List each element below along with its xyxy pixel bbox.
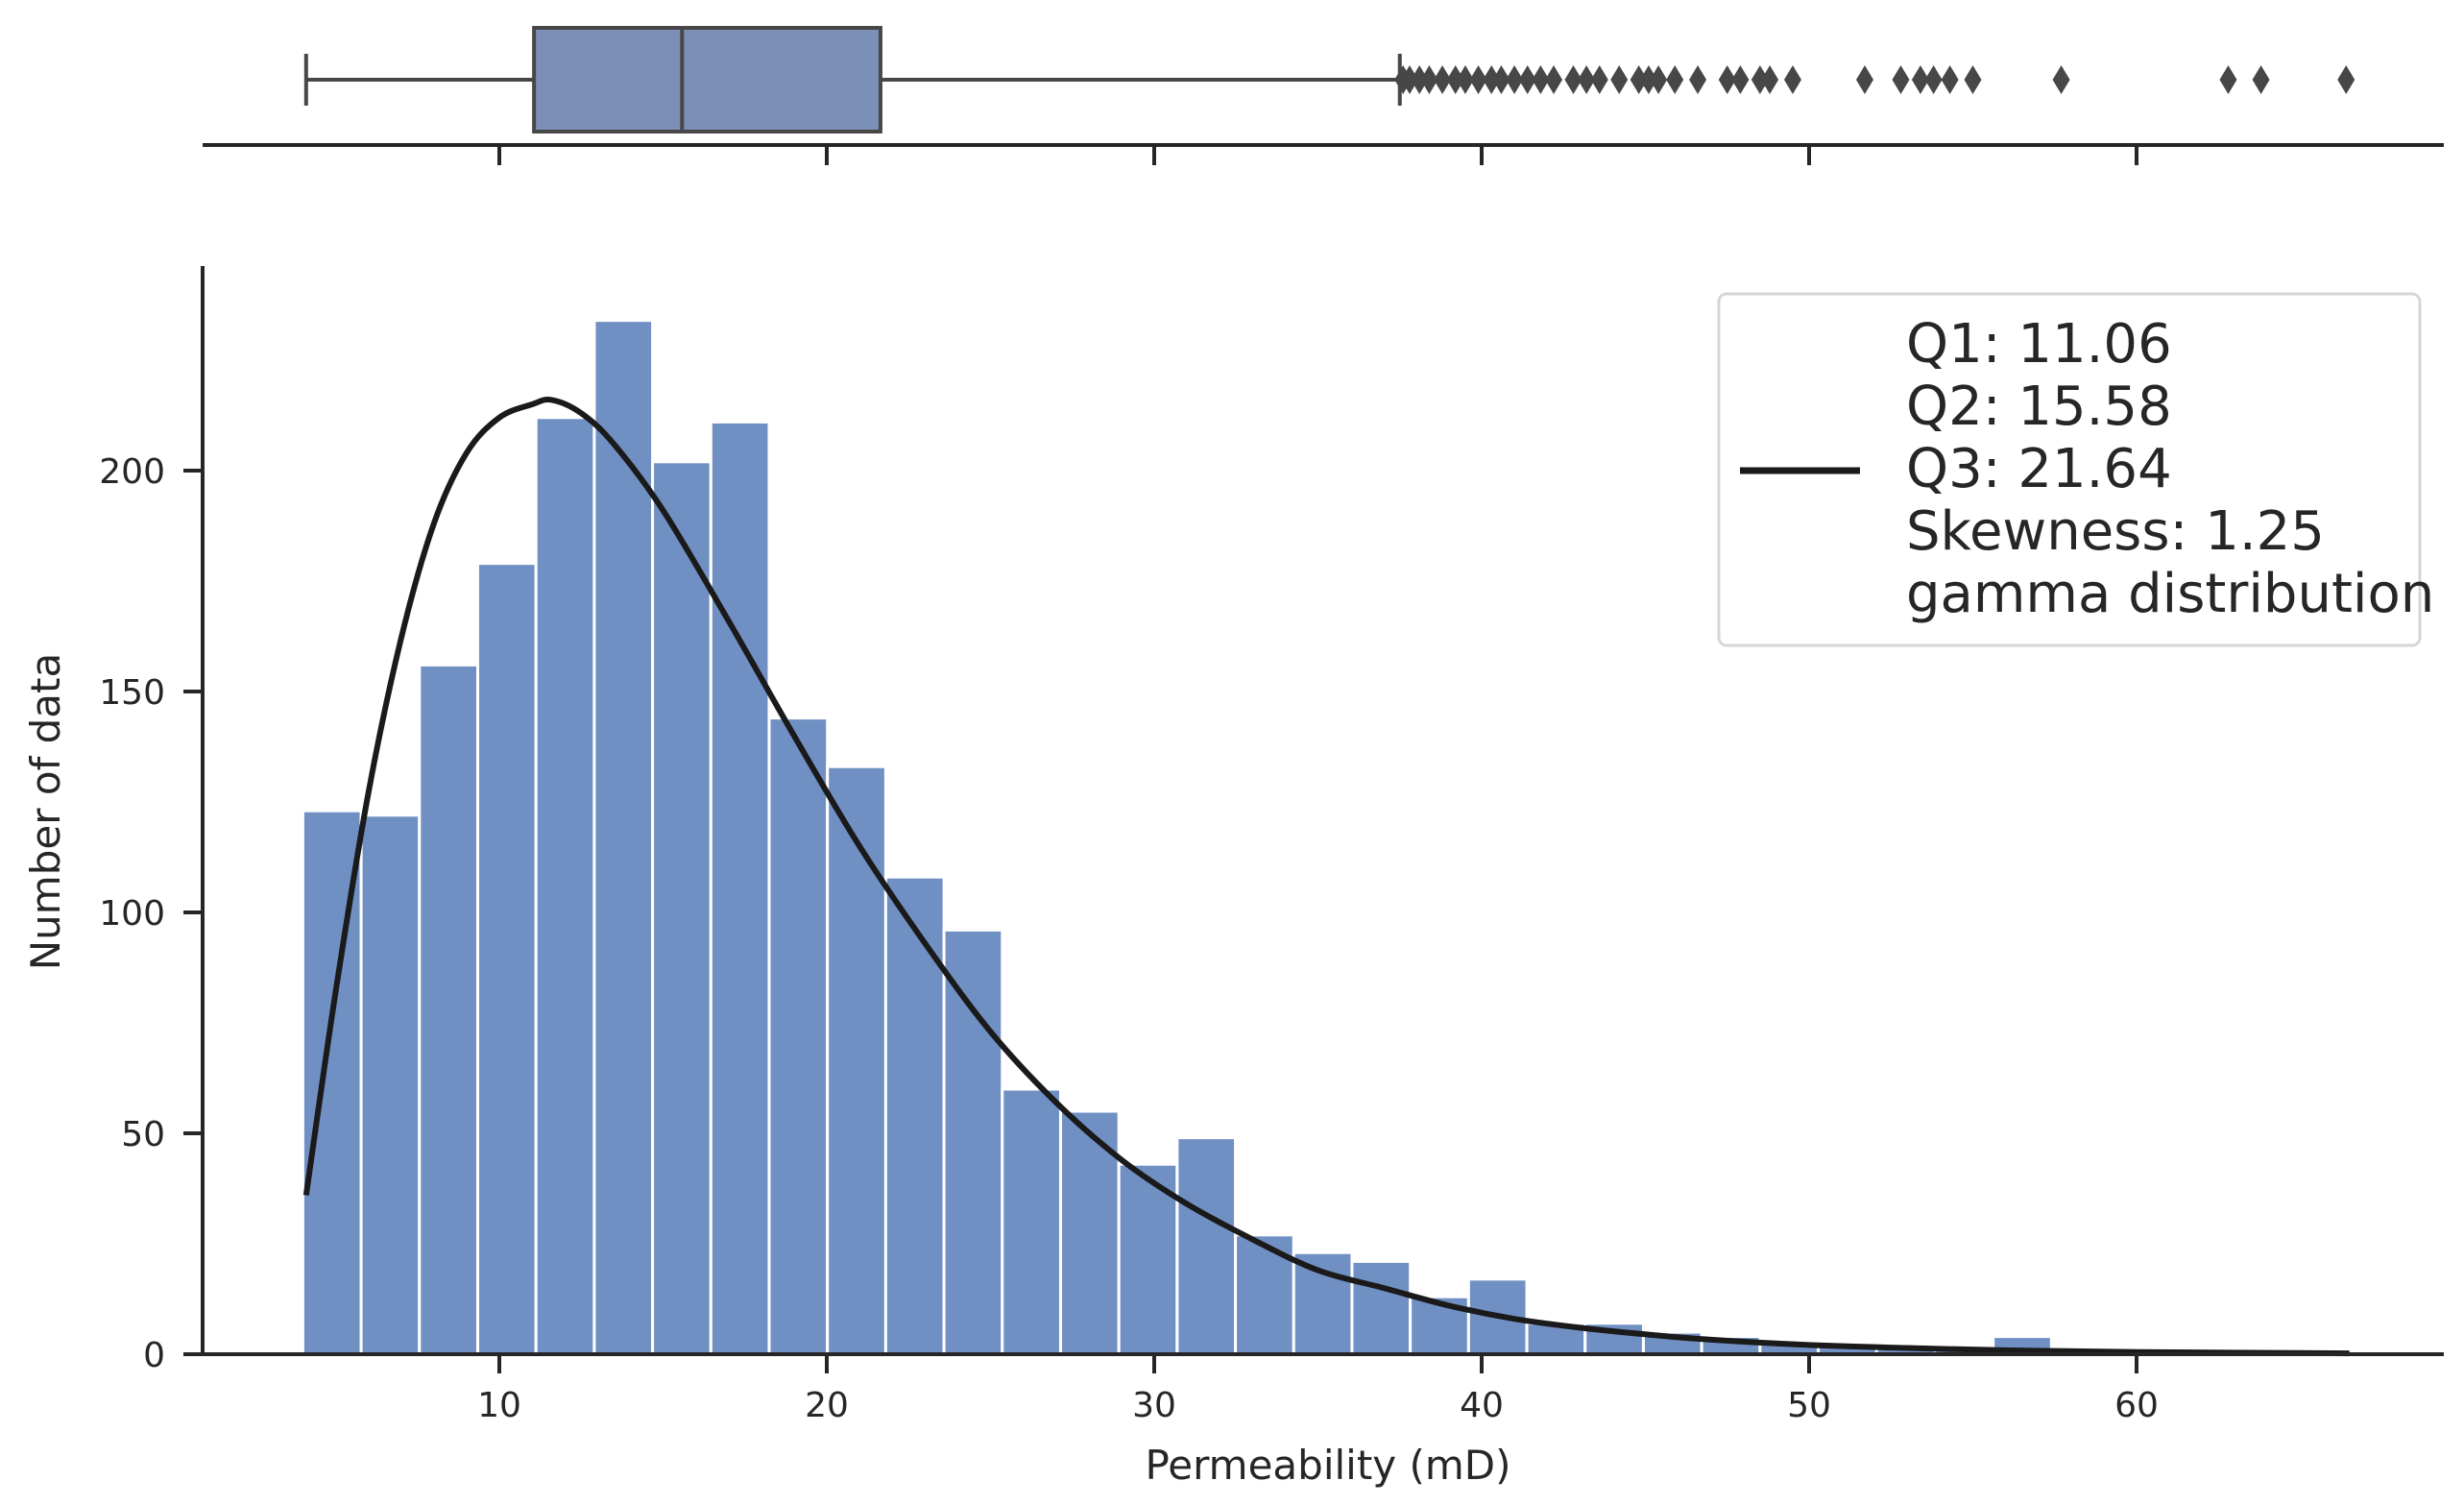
box-outlier (1446, 65, 1464, 94)
histogram-bar (709, 420, 771, 1356)
box-outlier (1892, 65, 1910, 94)
box-outlier (1964, 65, 1982, 94)
histogram-bar (1001, 1087, 1062, 1356)
box-outlier (1731, 65, 1750, 94)
box-outlier (1666, 65, 1684, 94)
box-outlier (1532, 65, 1550, 94)
box-outlier (1400, 65, 1418, 94)
box-outlier (1911, 65, 1929, 94)
legend-q2: Q2: 15.58 (1906, 376, 2172, 438)
legend-distribution: gamma distribution (1906, 563, 2434, 625)
box-outlier (1492, 65, 1510, 94)
legend-frame (1717, 292, 2422, 647)
box-outlier (1650, 65, 1668, 94)
x-axis-label: Permeability (mD) (1145, 1442, 1510, 1489)
histogram-bar (1350, 1259, 1413, 1356)
y-tick-label: 100 (99, 894, 165, 934)
box-outlier (1718, 65, 1736, 94)
box-outlier (1751, 65, 1769, 94)
box-outlier (1689, 65, 1707, 94)
box-iqr (532, 26, 882, 134)
box-outlier (1610, 65, 1629, 94)
box-outlier (1411, 65, 1429, 94)
histogram-bar (767, 716, 830, 1356)
y-tick-label: 200 (99, 452, 165, 492)
histogram-bar (883, 875, 946, 1356)
box-outlier (1506, 65, 1524, 94)
legend-skewness: Skewness: 1.25 (1906, 500, 2325, 563)
box-outlier (1420, 65, 1438, 94)
box-outlier (1761, 65, 1779, 94)
legend: Q1: 11.06 Q2: 15.58 Q3: 21.64 Skewness: … (1717, 292, 2434, 647)
x-tick-label: 50 (1787, 1386, 1831, 1425)
box-outlier (2337, 65, 2355, 94)
x-tick-label: 60 (2114, 1386, 2159, 1425)
box-outlier (1483, 65, 1501, 94)
box-outlier (1783, 65, 1801, 94)
histogram-bar (534, 416, 596, 1356)
box-outlier (1434, 65, 1452, 94)
box-outlier (1456, 65, 1474, 94)
box-outlier (1545, 65, 1563, 94)
box-outlier (2052, 65, 2070, 94)
histogram-bar (418, 663, 479, 1356)
gamma-fit-curve (302, 397, 2350, 1357)
histogram-bar (942, 928, 1004, 1356)
histogram-bar (651, 460, 713, 1356)
histogram-bars (301, 319, 2170, 1356)
box-outlier (1630, 65, 1648, 94)
box-outlier (1639, 65, 1657, 94)
box-outlier (1518, 65, 1536, 94)
legend-q1: Q1: 11.06 (1906, 313, 2172, 376)
gamma-fit-curve-group (302, 397, 2350, 1357)
box-outlier (2252, 65, 2270, 94)
histogram-bar (475, 562, 538, 1356)
histogram-axes: 10 20 30 40 50 60 0 50 100 150 200 (99, 266, 2444, 1425)
y-tick-label: 50 (121, 1115, 165, 1154)
x-tick-label: 20 (805, 1386, 849, 1425)
box-outlier (1578, 65, 1596, 94)
box-outlier (1855, 65, 1873, 94)
histogram-bar (359, 813, 422, 1356)
y-tick-label: 150 (99, 673, 165, 713)
y-axis-label: Number of data (22, 653, 69, 971)
histogram-bar (592, 319, 655, 1356)
box-outlier (1469, 65, 1487, 94)
x-tick-label: 10 (477, 1386, 521, 1425)
box-outlier (1941, 65, 1959, 94)
box-outlier (2219, 65, 2237, 94)
x-tick-label: 30 (1132, 1386, 1176, 1425)
y-tick-label: 0 (143, 1336, 165, 1375)
x-tick-label: 40 (1460, 1386, 1504, 1425)
histogram-bar (1175, 1136, 1238, 1356)
histogram-panel: 10 20 30 40 50 60 0 50 100 150 200 Permeability (m… (22, 266, 2444, 1489)
histogram-bar (1292, 1250, 1354, 1356)
box-outlier (1924, 65, 1943, 94)
legend-q3: Q3: 21.64 (1906, 438, 2172, 500)
box-outlier (1564, 65, 1582, 94)
box-outlier (1590, 65, 1608, 94)
boxplot-panel (203, 26, 2444, 165)
histogram-bar (826, 765, 887, 1356)
